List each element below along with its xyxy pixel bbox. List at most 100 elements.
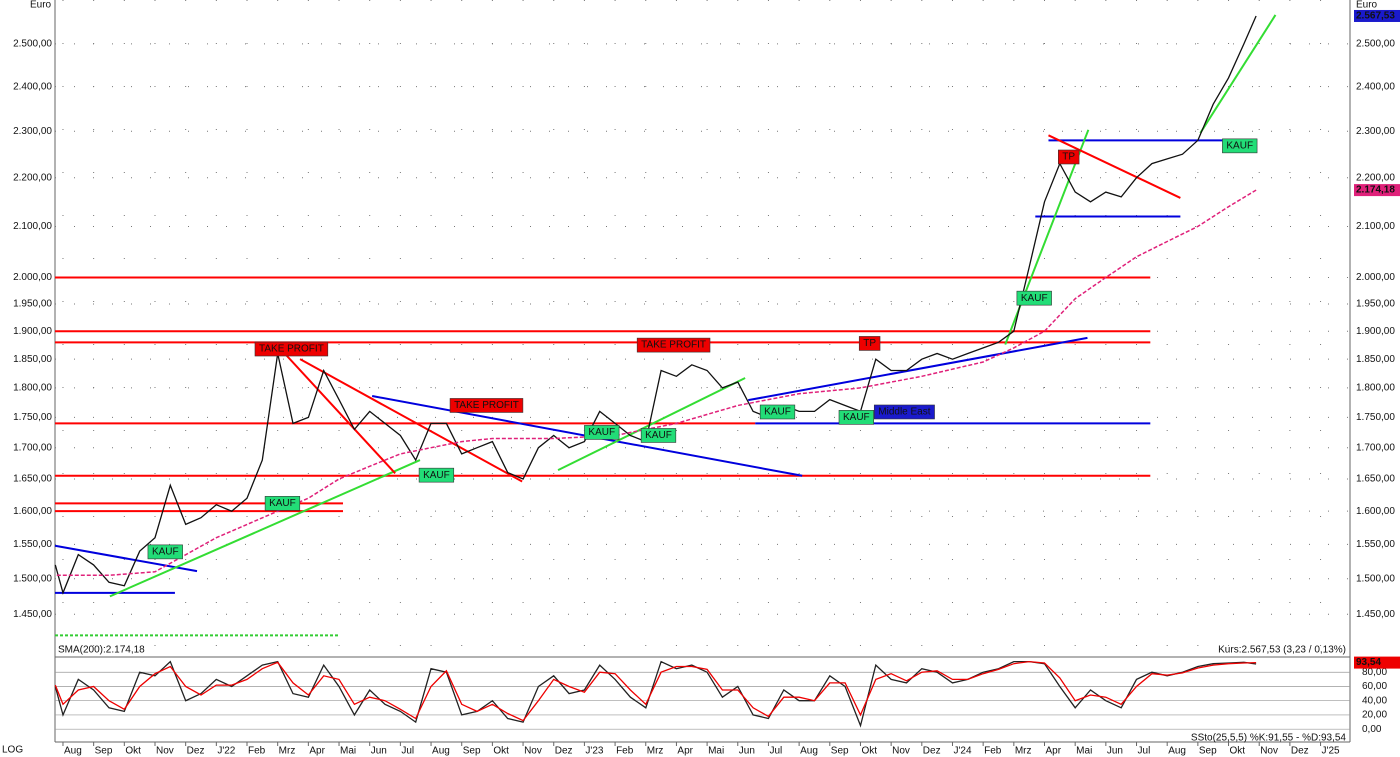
annotation-box [858, 336, 881, 351]
y-tick-label: 1.950,00 [1356, 299, 1395, 310]
x-tick-label: Aug [800, 746, 818, 757]
annotation-box [838, 410, 874, 425]
y-tick-label: 1.700,00 [1356, 442, 1395, 453]
annotation: TAKE PROFIT [259, 344, 324, 355]
y-tick-label: 1.850,00 [13, 354, 52, 365]
x-tick-label: J'24 [953, 746, 971, 757]
x-tick-label: Jun [371, 746, 387, 757]
y-tick-label: 80,00 [1362, 667, 1387, 678]
annotation: KAUF [1226, 141, 1253, 152]
x-tick-label: Okt [493, 746, 509, 757]
legend-entry: SMA(200):2.174,18 [58, 645, 145, 656]
annotation: KAUF [588, 427, 615, 438]
y-tick-label: 1.550,00 [1356, 539, 1395, 550]
x-tick-label: Apr [309, 746, 325, 757]
annotation-box [584, 425, 620, 440]
trend-line [274, 342, 396, 474]
x-tick-label: Nov [156, 746, 174, 757]
trend-line [557, 377, 746, 472]
y-tick-label: 2.300,00 [13, 126, 52, 137]
x-tick-label: Okt [1230, 746, 1246, 757]
trend-line [748, 336, 1088, 402]
x-tick-label: Aug [64, 746, 82, 757]
x-tick-label: Apr [1046, 746, 1062, 757]
y-tick-label: 1.950,00 [13, 299, 52, 310]
x-tick-label: Jun [739, 746, 755, 757]
trend-line [54, 544, 198, 573]
annotation-box [1222, 138, 1258, 154]
x-tick-label: Nov [524, 746, 542, 757]
series-line [54, 15, 1257, 595]
y-tick-label: 1.850,00 [1356, 354, 1395, 365]
x-tick-label: Sep [1199, 746, 1217, 757]
annotation: KAUF [843, 412, 870, 423]
x-tick-label: Mrz [279, 746, 296, 757]
y-tick-label: 1.750,00 [1356, 412, 1395, 423]
y-tick-label: 1.900,00 [1356, 326, 1395, 337]
x-tick-label: Okt [861, 746, 877, 757]
annotation-box [873, 404, 935, 420]
x-tick-label: Aug [432, 746, 450, 757]
x-tick-label: Jul [769, 746, 782, 757]
y-tick-label: 2.500,00 [1356, 39, 1395, 50]
value-label: 2.174,18 [1356, 185, 1395, 196]
x-tick-label: Jun [1107, 746, 1123, 757]
y-tick-label: 2.000,00 [13, 272, 52, 283]
legend-entry: Kurs:2.567,53 (3,23 / 0,13%) [1218, 645, 1346, 656]
x-tick-label: Sep [831, 746, 849, 757]
x-tick-label: Feb [984, 746, 1002, 757]
annotation-box [254, 341, 329, 357]
y-tick-label: 1.600,00 [1356, 506, 1395, 517]
y-tick-label: 40,00 [1362, 695, 1387, 706]
scale-note: LOG [2, 745, 23, 756]
annotation: TAKE PROFIT [454, 400, 519, 411]
legend-entry: SSto(25,5,5) %K:91,55 - %D:93,54 [1191, 733, 1347, 744]
y-tick-label: 1.800,00 [1356, 382, 1395, 393]
trend-line [109, 459, 421, 598]
y-tick-label: 1.900,00 [13, 326, 52, 337]
y-axis-label: Euro [1356, 0, 1378, 11]
series-line [56, 189, 1257, 577]
trend-line [1199, 14, 1277, 134]
y-tick-label: 2.100,00 [13, 221, 52, 232]
annotation: Middle East [878, 407, 930, 418]
x-tick-label: Aug [1168, 746, 1186, 757]
x-tick-label: J'23 [585, 746, 603, 757]
annotation-box [640, 428, 677, 443]
y-tick-label: 1.450,00 [13, 609, 52, 620]
annotation: KAUF [423, 470, 450, 481]
trend-line [1048, 134, 1181, 199]
y-tick-label: 2.200,00 [1356, 172, 1395, 183]
y-tick-label: 1.600,00 [13, 506, 52, 517]
y-tick-label: 1.650,00 [13, 474, 52, 485]
annotation-box [1058, 149, 1080, 165]
y-tick-label: 2.500,00 [13, 39, 52, 50]
annotation: TP [863, 338, 876, 349]
y-tick-label: 1.500,00 [1356, 573, 1395, 584]
y-tick-label: 1.550,00 [13, 539, 52, 550]
value-label-box [1354, 656, 1400, 669]
x-tick-label: Dez [1291, 746, 1309, 757]
y-tick-label: 2.200,00 [13, 172, 52, 183]
y-tick-label: 2.400,00 [13, 81, 52, 92]
annotation: KAUF [1021, 293, 1048, 304]
y-tick-label: 1.700,00 [13, 442, 52, 453]
x-tick-label: Jul [401, 746, 414, 757]
x-tick-label: Mai [708, 746, 724, 757]
series-line [54, 660, 1257, 728]
annotation: KAUF [269, 498, 296, 509]
series-line [54, 660, 1257, 722]
y-tick-label: 60,00 [1362, 681, 1387, 692]
y-tick-label: 2.300,00 [1356, 126, 1395, 137]
value-label-box [1354, 9, 1400, 22]
x-tick-label: Nov [1260, 746, 1278, 757]
x-tick-label: Feb [616, 746, 634, 757]
value-label: 2.567,53 [1356, 11, 1395, 22]
annotation-box [264, 496, 301, 511]
x-tick-label: Dez [555, 746, 573, 757]
x-tick-label: Mai [1076, 746, 1092, 757]
annotation: TAKE PROFIT [641, 340, 706, 351]
x-tick-label: Dez [923, 746, 941, 757]
y-tick-label: 2.100,00 [1356, 221, 1395, 232]
x-tick-label: Jul [1138, 746, 1151, 757]
